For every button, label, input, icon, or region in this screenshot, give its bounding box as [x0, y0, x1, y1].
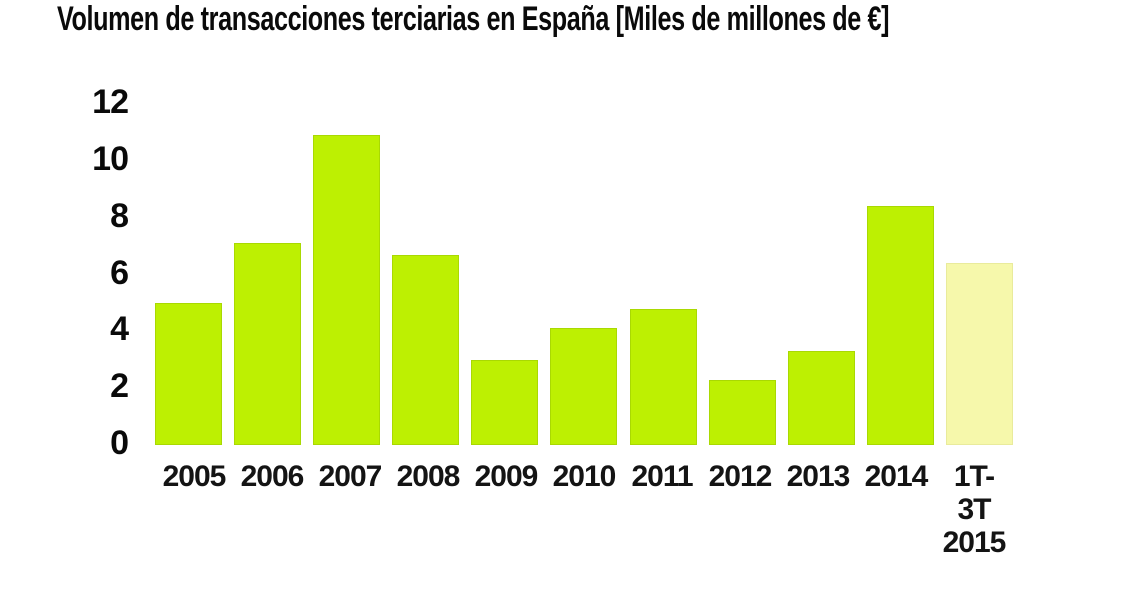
x-tick-label: 2005	[162, 460, 227, 493]
x-tick-label: 2011	[631, 460, 693, 493]
y-tick-label: 12	[92, 83, 129, 121]
bar-1t-3t-2015	[945, 263, 1013, 445]
x-axis: 2005 2006 2007 2008 2009 2010 2011 2012 2013 2014…	[155, 460, 1013, 559]
chart-title: Volumen de transacciones terciarias en E…	[57, 0, 890, 38]
bar-2009	[471, 360, 539, 445]
x-tick-label: 2006	[240, 460, 305, 493]
bar-2013	[787, 351, 855, 445]
x-tick-label: 2013	[786, 460, 851, 493]
bar-2014	[866, 206, 934, 445]
y-tick-label: 6	[110, 254, 129, 292]
y-tick-label: 0	[110, 424, 129, 462]
x-tick-label: 2007	[318, 460, 383, 493]
bar-2012	[708, 380, 776, 445]
bar-2006	[234, 243, 302, 445]
bar-2008	[392, 255, 460, 445]
plot-area	[155, 104, 1013, 445]
y-axis: 0 2 4 6 8 10 12	[0, 0, 129, 591]
x-tick-label: 2010	[552, 460, 617, 493]
y-tick-label: 4	[110, 310, 129, 348]
x-tick-label: 1T- 3T 2015	[942, 460, 1007, 559]
x-tick-label: 2008	[396, 460, 461, 493]
y-tick-label: 2	[110, 367, 129, 405]
x-tick-label: 2012	[708, 460, 773, 493]
bar-2005	[155, 303, 222, 445]
bar-2011	[629, 309, 697, 445]
x-tick-label: 2009	[474, 460, 539, 493]
bar-2010	[550, 328, 618, 445]
y-tick-label: 8	[110, 197, 129, 235]
y-tick-label: 10	[92, 140, 129, 178]
bar-2007	[313, 135, 381, 445]
x-tick-label: 2014	[864, 460, 929, 493]
